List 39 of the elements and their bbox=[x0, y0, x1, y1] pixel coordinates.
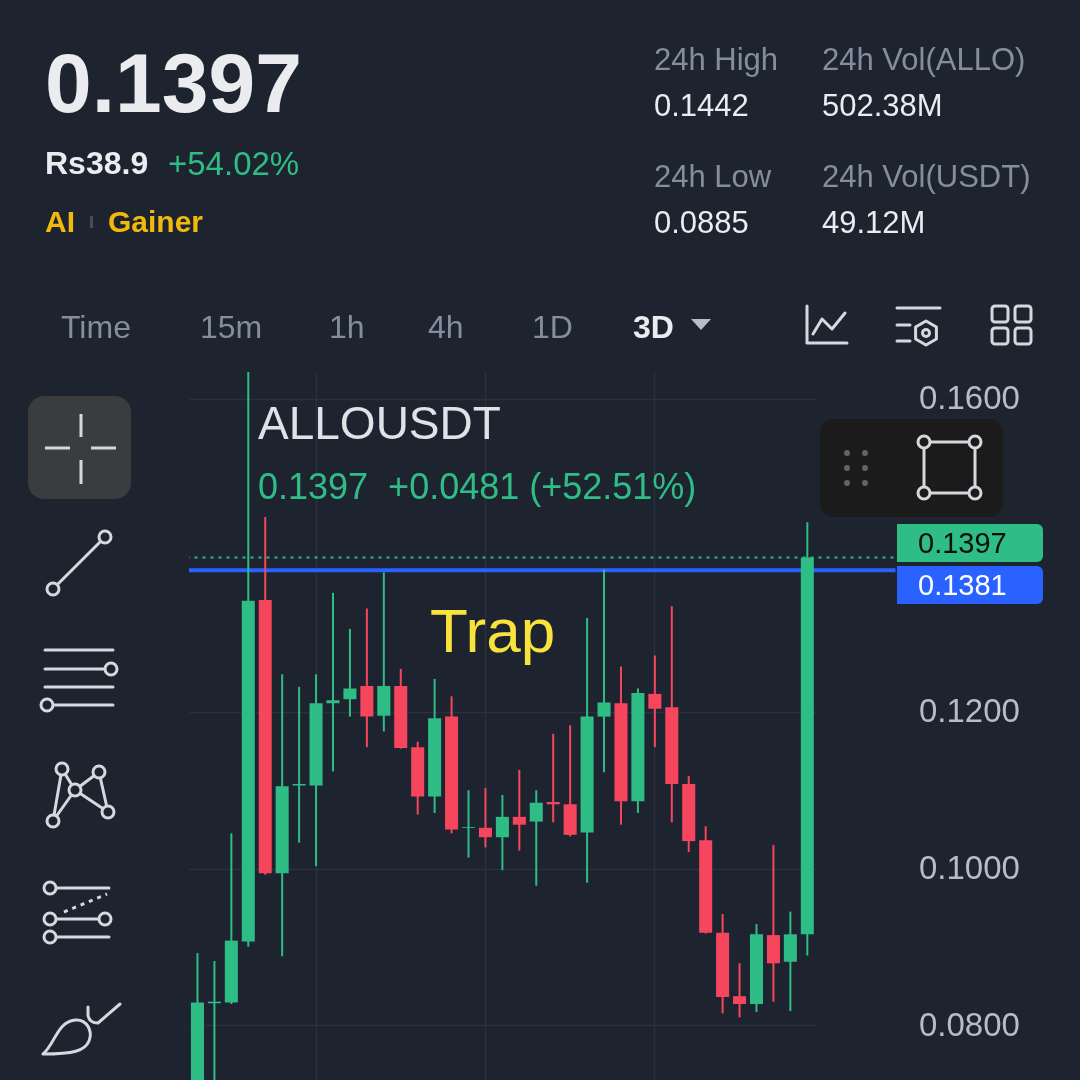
text: 0.1442 bbox=[654, 87, 749, 123]
text: ALLOUSDT bbox=[258, 397, 501, 450]
text: 0.1397 bbox=[45, 35, 302, 130]
candlestick bbox=[732, 962, 746, 1019]
y-tick-label: 0.0800 bbox=[918, 1005, 1020, 1043]
text: 3D bbox=[633, 309, 674, 346]
text: Gainer bbox=[108, 205, 204, 239]
text: 1D bbox=[532, 309, 573, 346]
candlestick bbox=[647, 654, 661, 749]
candlestick bbox=[461, 789, 475, 859]
text: Time bbox=[61, 309, 131, 346]
text: Rs38.9 bbox=[45, 145, 149, 182]
ref-line-label: 0.1381 bbox=[897, 565, 1043, 604]
text: 49.12M bbox=[822, 204, 926, 240]
candlestick bbox=[529, 789, 543, 887]
text: 502.38M bbox=[822, 87, 943, 123]
text: 4h bbox=[428, 309, 464, 346]
y-tick-label: 0.1200 bbox=[918, 692, 1020, 730]
ref-line-label: 0.1397 bbox=[897, 523, 1043, 562]
text: AI bbox=[45, 205, 75, 239]
text: 0.0885 bbox=[654, 204, 749, 240]
y-tick-label: 0.1000 bbox=[918, 849, 1020, 887]
annotation: Trap bbox=[430, 595, 556, 665]
candlestick bbox=[597, 568, 611, 774]
text: 24h Vol(USDT) bbox=[822, 158, 1031, 194]
text: 0.1397 +0.0481 (+52.51%) bbox=[258, 466, 697, 508]
text: 24h High bbox=[654, 41, 779, 77]
candlestick bbox=[292, 685, 306, 844]
candlestick bbox=[512, 768, 526, 852]
y-tick-label: 0.1600 bbox=[918, 379, 1020, 417]
candlestick bbox=[342, 627, 356, 718]
text: 15m bbox=[200, 309, 263, 346]
candlestick bbox=[478, 786, 492, 849]
text: 1h bbox=[329, 309, 365, 346]
text: +54.02% bbox=[168, 144, 300, 182]
text: 24h Low bbox=[654, 158, 772, 194]
candlestick bbox=[495, 793, 509, 872]
candlestick bbox=[325, 591, 340, 773]
text: 24h Vol(ALLO) bbox=[822, 41, 1026, 77]
